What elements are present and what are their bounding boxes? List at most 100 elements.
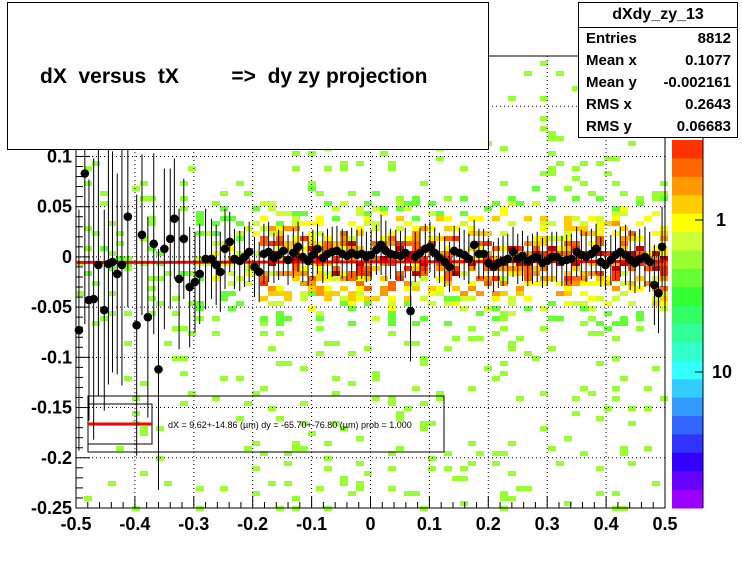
heat-cell [508,311,516,316]
heat-cell [404,201,412,206]
heat-cell [540,276,548,281]
heat-cell [84,246,92,251]
heat-cell [404,491,412,496]
heat-cell [436,216,444,221]
heat-cell [284,291,292,296]
color-scale-band [672,176,703,196]
heat-cell [508,201,516,206]
heat-cell [444,466,452,471]
heat-cell [452,226,460,231]
heat-cell [252,206,260,211]
heat-cell [308,276,316,281]
heat-cell [252,251,260,256]
stats-row-mean-y: Mean y -0.002161 [579,72,737,94]
heat-cell [220,191,228,196]
heat-cell [420,426,428,431]
heat-cell [492,296,500,301]
color-scale-band [672,489,703,509]
heat-cell [332,216,340,221]
heat-cell [596,296,604,301]
heat-cell [620,206,628,211]
heat-cell [620,236,628,241]
heat-cell [572,396,580,401]
heat-cell [660,276,668,281]
heat-cell [228,246,236,251]
data-point [376,240,386,250]
heat-cell [356,266,364,271]
heat-cell [252,441,260,446]
data-point [99,305,109,315]
heat-cell [516,246,524,251]
heat-cell [292,271,300,276]
heat-cell [404,236,412,241]
heat-cell [588,296,596,301]
heat-cell [316,251,324,256]
heat-cell [268,241,276,246]
color-scale-band [672,379,703,399]
heat-cell [276,321,284,326]
heat-cell [580,231,588,236]
heat-cell [388,161,396,166]
data-point [165,234,175,244]
data-point [190,277,200,287]
heat-cell [164,271,172,276]
heat-cell [364,301,372,306]
heat-cell [628,231,636,236]
heat-cell [404,221,412,226]
heat-cell [540,226,548,231]
heat-cell [572,256,580,261]
heat-cell [276,311,284,316]
heat-cell [596,416,604,421]
heat-cell [572,241,580,246]
heat-cell [220,241,228,246]
heat-cell [324,441,332,446]
heat-cell [188,391,196,396]
heat-cell [380,261,388,266]
heat-cell [580,226,588,231]
heat-cell [92,321,100,326]
heat-cell [348,221,356,226]
heat-cell [124,341,132,346]
heat-cell [188,271,196,276]
heat-cell [220,206,228,211]
heat-cell [500,491,508,496]
heat-cell [564,236,572,241]
heat-cell [412,321,420,326]
heat-cell [412,266,420,271]
heat-cell [148,196,156,201]
heat-cell [292,221,300,226]
heat-cell [412,386,420,391]
heat-cell [660,251,668,256]
heat-cell [380,276,388,281]
color-scale-band [672,195,703,215]
heat-cell [612,286,620,291]
heat-cell [612,321,620,326]
heat-cell [548,446,556,451]
heat-cell [420,266,428,271]
heat-cell [332,421,340,426]
heat-cell [348,291,356,296]
heat-cell [468,216,476,221]
heat-cell [356,481,364,486]
heat-cell [252,391,260,396]
heat-cell [492,291,500,296]
heat-cell [516,286,524,291]
heat-cell [348,276,356,281]
heat-cell [492,306,500,311]
heat-cell [628,266,636,271]
heat-cell [572,216,580,221]
heat-cell [356,286,364,291]
heat-cell [500,281,508,286]
heat-cell [644,406,652,411]
heat-cell [148,216,156,221]
heat-cell [588,191,596,196]
heat-cell [108,481,116,486]
heat-cell [308,221,316,226]
heat-cell [412,246,420,251]
heat-cell [276,231,284,236]
heat-cell [300,211,308,216]
heat-cell [388,316,396,321]
heat-cell [308,231,316,236]
heat-cell [348,306,356,311]
heat-cell [212,221,220,226]
